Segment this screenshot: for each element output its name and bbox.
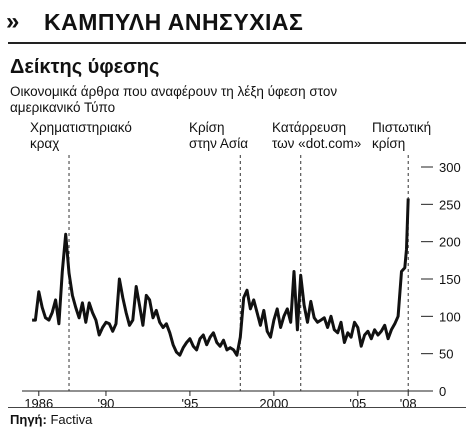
source-note: Πηγή: Factiva [10, 412, 92, 427]
section-header: » ΚΑΜΠΥΛΗ ΑΝΗΣΥΧΙΑΣ [0, 6, 473, 40]
y-tick-label-50: 50 [439, 347, 453, 362]
chart-subtitle: Οικονομικά άρθρα που αναφέρουν τη λέξη ύ… [10, 84, 338, 115]
y-tick-label-0: 0 [439, 384, 446, 399]
x-tick-label-2: '95 [181, 396, 198, 411]
annotation-label-credit-crisis: Πιστωτική κρίση [372, 120, 432, 151]
series-line-0 [32, 198, 410, 357]
x-tick-label-0: 1986 [24, 396, 53, 411]
y-tick-label-200: 200 [439, 235, 461, 250]
y-tick-label-100: 100 [439, 309, 461, 324]
footer-divider [8, 407, 466, 408]
y-tick-label-150: 150 [439, 272, 461, 287]
annotation-label-stock-crash: Χρηματιστηριακό κραχ [30, 120, 132, 151]
annotation-label-dotcom: Κατάρρευση των «dot.com» [272, 120, 362, 151]
x-tick-label-5: '08 [400, 396, 417, 411]
chart-title: Δείκτης ύφεσης [10, 56, 160, 78]
section-title: ΚΑΜΠΥΛΗ ΑΝΗΣΥΧΙΑΣ [44, 9, 304, 35]
y-tick-label-300: 300 [439, 160, 461, 175]
y-tick-label-250: 250 [439, 197, 461, 212]
x-tick-label-4: '05 [349, 396, 366, 411]
source-value: Factiva [50, 412, 93, 427]
source-label: Πηγή: [10, 412, 47, 427]
annotation-label-asia-crisis: Κρίση στην Ασία [189, 120, 249, 151]
header-divider [8, 42, 466, 44]
x-tick-label-1: '90 [97, 396, 114, 411]
x-tick-label-3: 2000 [259, 396, 288, 411]
